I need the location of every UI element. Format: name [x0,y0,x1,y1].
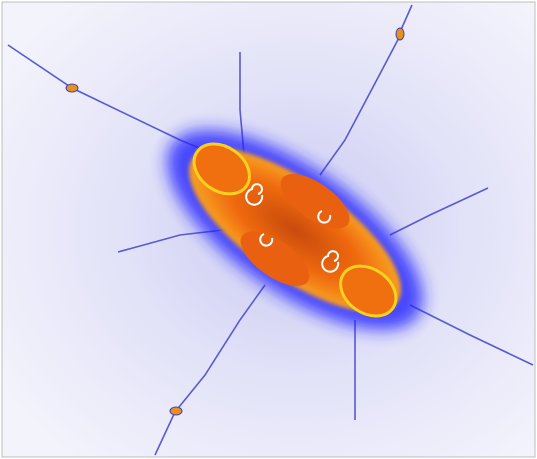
small-blobs [65,27,405,416]
lobe [280,174,350,229]
julia-core [167,130,423,330]
spirals [245,183,340,273]
spiral [245,183,264,206]
blob [169,406,183,416]
spiral [259,233,274,247]
filament [154,411,176,456]
lobe [192,142,251,196]
spiral [317,210,332,224]
filament [174,284,266,413]
filament [399,4,413,33]
filament [319,31,403,176]
blob [395,27,405,41]
spiral [321,250,340,273]
lobe [339,264,398,318]
filament [409,304,534,366]
blob [65,83,79,93]
lobe [240,231,310,286]
filament [389,187,489,236]
